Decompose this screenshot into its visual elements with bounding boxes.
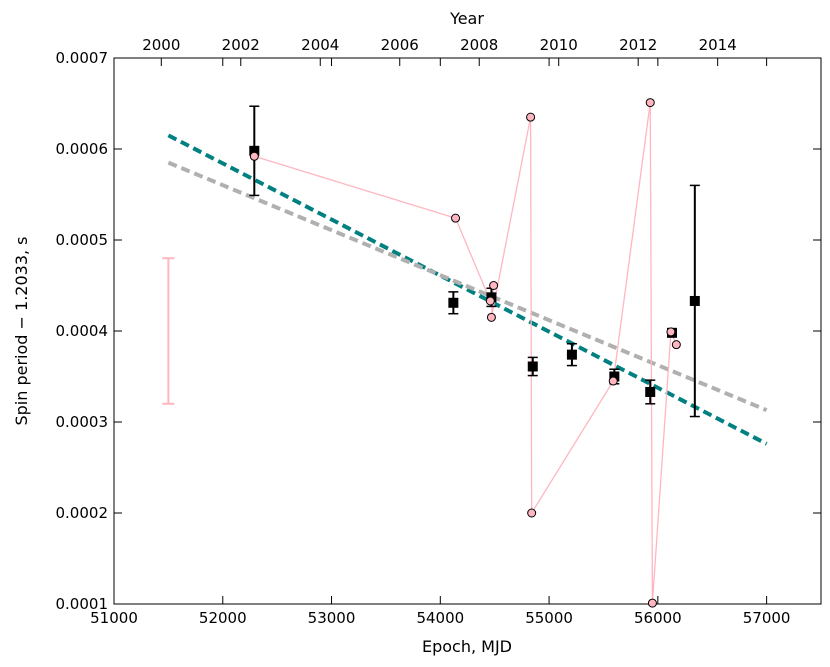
year-tick-label: 2014	[699, 36, 737, 54]
y-tick-label: 0.0002	[56, 504, 109, 522]
data-circle	[647, 598, 657, 608]
year-tick-label: 2006	[381, 36, 419, 54]
data-square	[448, 297, 459, 308]
y-axis-title: Spin period − 1.2033, s	[12, 236, 31, 425]
data-circle	[645, 98, 655, 108]
plot-area: 51000 52000 53000 54000 55000 56000 57000 0.000…	[56, 36, 822, 627]
y-tick-label: 0.0007	[56, 49, 109, 67]
x-tick-label: 51000	[90, 609, 138, 627]
y-tick-label: 0.0003	[56, 413, 109, 431]
data-square	[566, 349, 577, 360]
data-square	[249, 145, 260, 156]
y-tick-label: 0.0005	[56, 231, 109, 249]
data-square	[527, 361, 538, 372]
data-circle	[486, 312, 496, 322]
x-tick-label: 53000	[308, 609, 356, 627]
data-circle	[666, 327, 676, 337]
year-tick-label: 2010	[540, 36, 578, 54]
gray-fit-line	[167, 160, 768, 413]
x-axis-title: Epoch, MJD	[422, 637, 512, 656]
y-tick-label: 0.0006	[56, 140, 109, 158]
x-tick-label: 55000	[525, 609, 573, 627]
data-square	[645, 386, 656, 397]
year-tick-label: 2004	[301, 36, 339, 54]
y-tick-label: 0.0001	[56, 595, 109, 613]
pink-connector-line	[254, 102, 677, 604]
data-square	[609, 371, 620, 382]
data-circle	[489, 281, 499, 290]
y-tick-label: 0.0004	[56, 322, 109, 340]
top-axis-title: Year	[449, 9, 484, 28]
data-circle	[608, 376, 618, 386]
data-circle	[249, 151, 259, 161]
year-tick-label: 2002	[222, 36, 260, 54]
year-tick-label: 2008	[460, 36, 498, 54]
x-tick-label: 54000	[416, 609, 464, 627]
year-tick-label: 2000	[142, 36, 180, 54]
plot-frame	[113, 57, 822, 605]
data-square	[689, 295, 700, 306]
x-tick-label: 52000	[199, 609, 247, 627]
data-circle	[527, 508, 537, 518]
x-tick-label: 56000	[634, 609, 682, 627]
data-circle	[671, 340, 681, 350]
year-tick-label: 2012	[619, 36, 657, 54]
data-circle	[526, 112, 536, 122]
data-circle	[485, 296, 495, 306]
x-tick-label: 57000	[743, 609, 791, 627]
data-circle	[451, 213, 461, 223]
